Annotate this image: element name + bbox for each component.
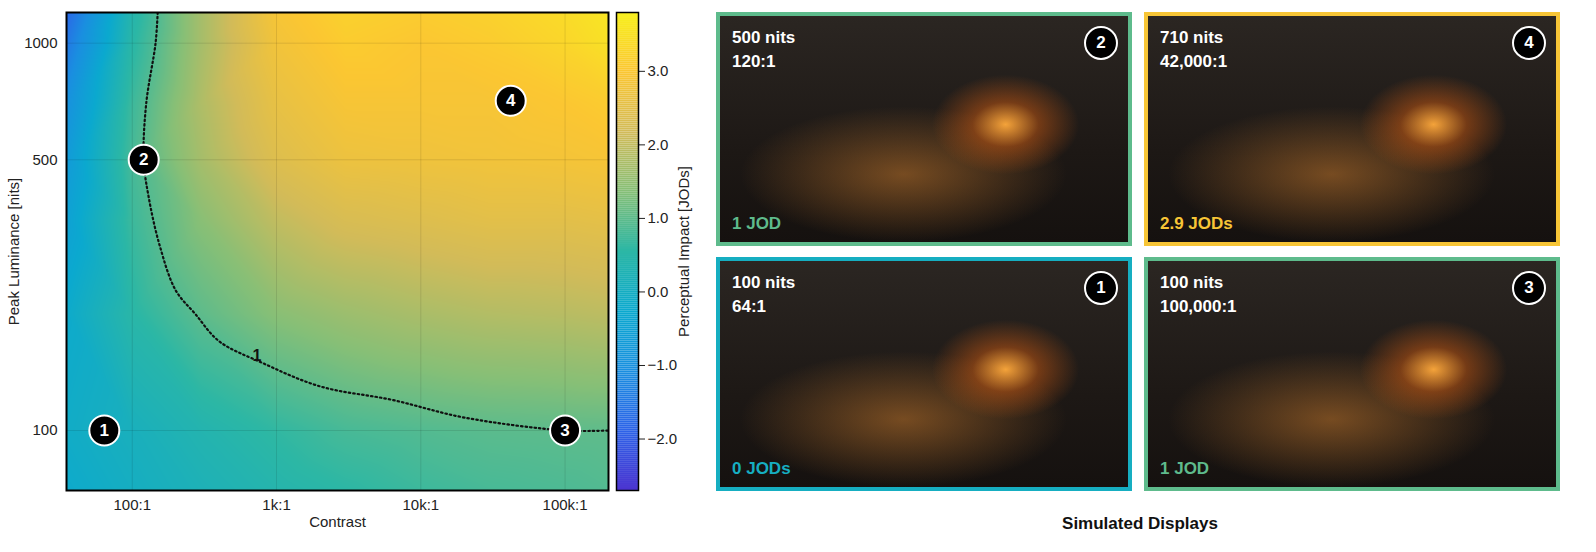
html-text:100,000:1: 100,000:1	[1160, 297, 1237, 316]
html-text:64:1: 64:1	[732, 297, 766, 316]
html-text:1 JOD: 1 JOD	[1160, 459, 1210, 478]
html-text:100 nits: 100 nits	[732, 273, 796, 292]
svg-text:2: 2	[139, 150, 148, 169]
svg-text:−1.0: −1.0	[648, 356, 678, 373]
html-text:0 JODs: 0 JODs	[732, 459, 791, 478]
svg-text:Peak Luminance [nits]: Peak Luminance [nits]	[5, 178, 22, 326]
svg-text:100:1: 100:1	[114, 496, 152, 513]
svg-text:Perceptual Impact [JODs]: Perceptual Impact [JODs]	[675, 166, 692, 337]
svg-text:100: 100	[32, 421, 57, 438]
html-text:Simulated Displays: Simulated Displays	[1062, 514, 1218, 533]
html-text:100 nits: 100 nits	[1160, 273, 1224, 292]
svg-text:100k:1: 100k:1	[543, 496, 588, 513]
svg-text:1: 1	[253, 347, 262, 364]
html-text:710 nits: 710 nits	[1160, 28, 1224, 47]
svg-text:3.0: 3.0	[648, 62, 669, 79]
html-text:120:1: 120:1	[732, 52, 776, 71]
html-text:2: 2	[1096, 33, 1106, 52]
html-text:1 JOD: 1 JOD	[732, 214, 782, 233]
svg-text:1.0: 1.0	[648, 209, 669, 226]
svg-text:500: 500	[32, 151, 57, 168]
svg-text:4: 4	[506, 91, 516, 110]
html-text:42,000:1: 42,000:1	[1160, 52, 1228, 71]
svg-text:1: 1	[100, 421, 109, 440]
svg-text:0.0: 0.0	[648, 283, 669, 300]
html-text:3: 3	[1524, 278, 1534, 297]
html-text:500 nits: 500 nits	[732, 28, 796, 47]
svg-text:3: 3	[560, 421, 569, 440]
svg-text:1k:1: 1k:1	[262, 496, 290, 513]
html-text:2.9 JODs: 2.9 JODs	[1160, 214, 1233, 233]
svg-text:2.0: 2.0	[648, 136, 669, 153]
html-text:1: 1	[1096, 278, 1106, 297]
svg-text:10k:1: 10k:1	[402, 496, 439, 513]
svg-text:Contrast: Contrast	[309, 513, 367, 530]
svg-text:1000: 1000	[24, 34, 57, 51]
html-text:4: 4	[1524, 33, 1534, 52]
svg-text:−2.0: −2.0	[648, 430, 678, 447]
